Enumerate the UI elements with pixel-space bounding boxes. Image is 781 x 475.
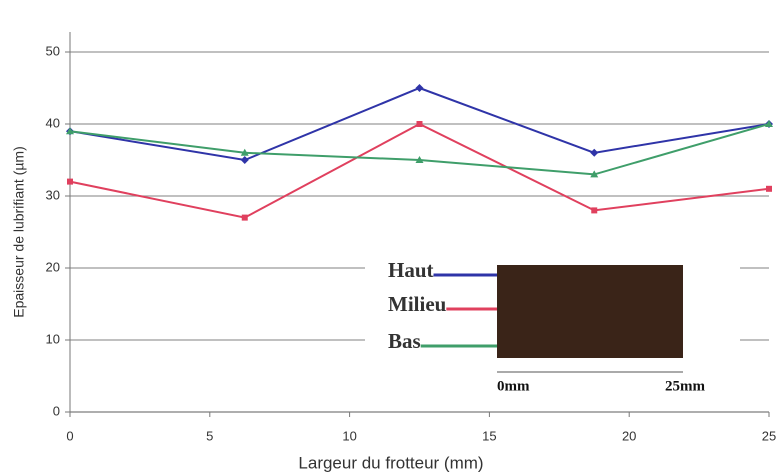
x-tick-label: 10	[342, 428, 356, 443]
x-tick-label: 5	[206, 428, 213, 443]
marker	[415, 84, 424, 92]
marker	[241, 214, 248, 221]
marker	[240, 148, 249, 156]
legend-label: Milieu	[388, 292, 447, 316]
y-axis-label: Epaisseur de lubrifiant (µm)	[11, 146, 27, 317]
marker	[416, 121, 423, 127]
y-tick-label: 40	[46, 115, 60, 130]
marker	[765, 120, 773, 127]
marker	[66, 127, 74, 135]
y-tick-label: 50	[46, 43, 60, 58]
marker	[591, 207, 598, 214]
x-tick-label: 0	[66, 428, 73, 443]
marker	[590, 170, 599, 178]
legend-label: Haut	[388, 258, 434, 282]
x-axis-label: Largeur du frotteur (mm)	[298, 453, 483, 472]
inset-label: 0mm	[497, 378, 530, 394]
legend-label: Bas	[388, 329, 421, 353]
marker	[415, 156, 424, 163]
series-line	[69, 122, 770, 219]
inset-image	[497, 265, 683, 358]
marker	[240, 156, 249, 164]
y-tick-label: 20	[46, 259, 60, 274]
x-tick-label: 15	[482, 428, 496, 443]
y-tick-label: 30	[46, 187, 60, 202]
marker	[67, 178, 73, 185]
y-tick-label: 0	[53, 403, 60, 418]
x-tick-label: 20	[622, 428, 636, 443]
marker	[766, 185, 772, 192]
inset-label: 25mm	[665, 378, 705, 394]
marker	[590, 148, 599, 157]
x-tick-label: 25	[762, 428, 776, 443]
y-tick-label: 10	[46, 331, 60, 346]
